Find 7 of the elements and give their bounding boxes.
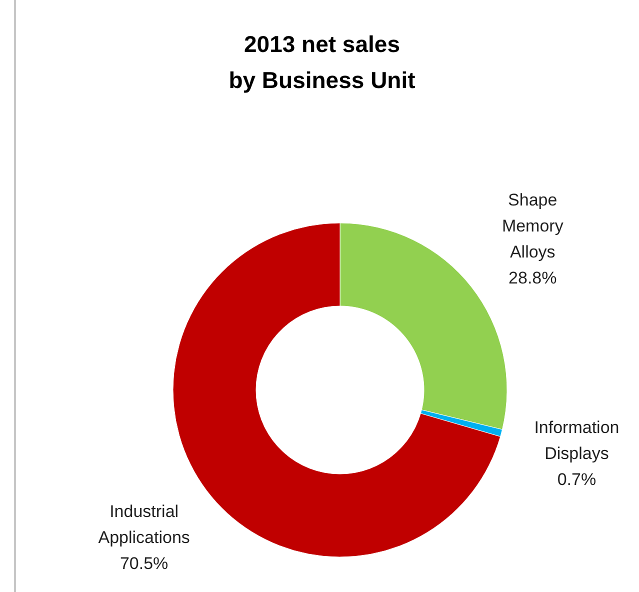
slice-label: Shape Memory Alloys bbox=[502, 190, 564, 262]
chart-title: 2013 net sales by Business Unit bbox=[228, 31, 416, 93]
data-label: 0.7% bbox=[557, 470, 596, 490]
slice-label: Information Displays bbox=[534, 418, 620, 464]
slice-label: Industrial Applications bbox=[98, 502, 190, 548]
data-label: 28.8% bbox=[508, 268, 557, 288]
data-label: 70.5% bbox=[120, 554, 168, 574]
